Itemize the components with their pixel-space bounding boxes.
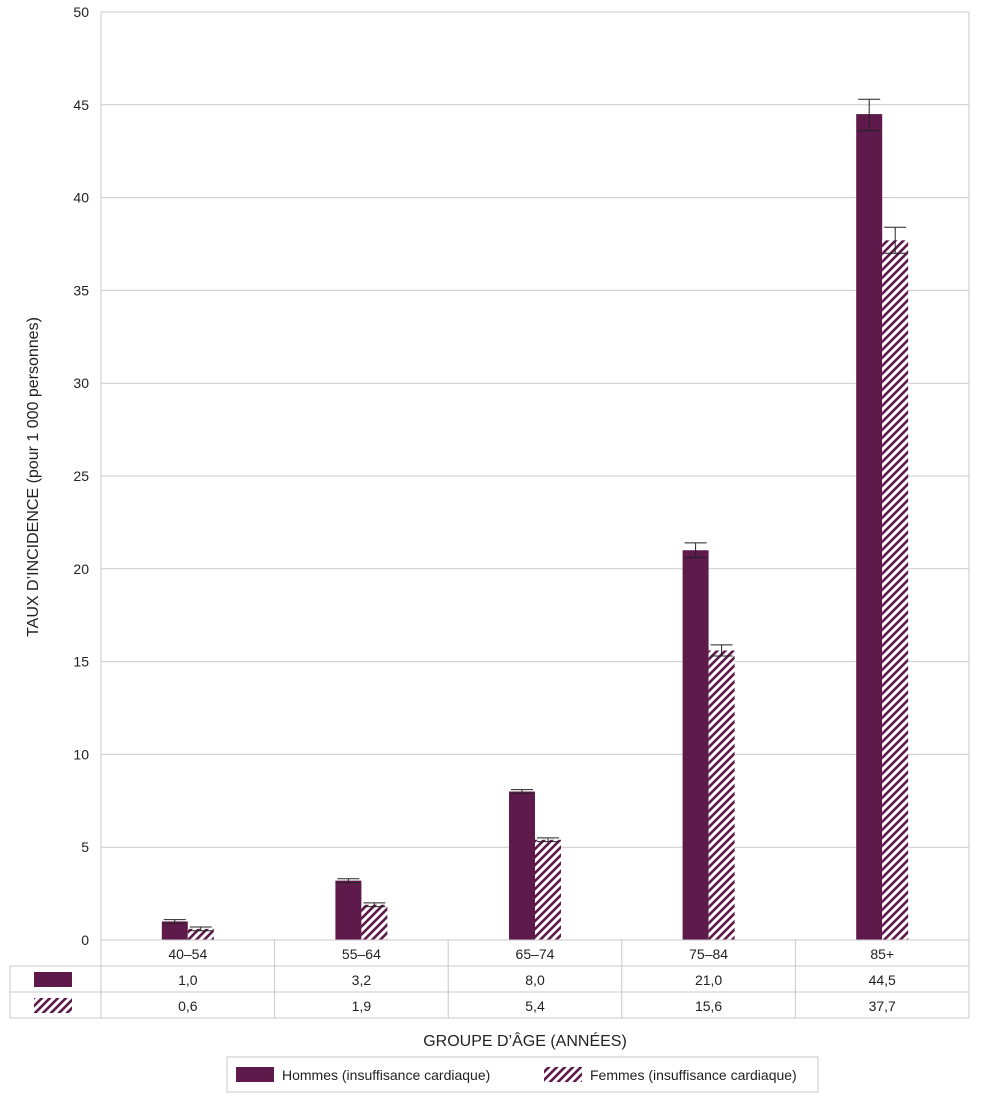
data-value-label: 0,6: [178, 998, 198, 1014]
y-tick-label: 25: [73, 468, 89, 484]
data-value-label: 5,4: [525, 998, 545, 1014]
legend-label-femmes: Femmes (insuffisance cardiaque): [590, 1067, 797, 1083]
bar-femmes: [535, 839, 561, 940]
x-axis-title: GROUPE D’ÂGE (ANNÉES): [423, 1031, 627, 1050]
y-tick-label: 30: [73, 375, 89, 391]
bar-hommes: [509, 791, 535, 940]
legend: Hommes (insuffisance cardiaque) Femmes (…: [226, 1056, 819, 1093]
x-category-label: 75–84: [689, 946, 728, 962]
x-category-label: 55–64: [342, 946, 381, 962]
bar-femmes: [882, 240, 909, 941]
y-tick-label: 15: [73, 654, 89, 670]
y-tick-label: 0: [81, 932, 89, 948]
legend-swatch-femmes: [544, 1067, 582, 1082]
x-category-label: 65–74: [516, 946, 555, 962]
y-tick-label: 45: [73, 97, 89, 113]
bar-hommes: [682, 550, 709, 940]
data-table: 40–54 55–64 65–74 75–84 85+ 1,0 3,2 8,0 21,0 44,5…: [9, 939, 970, 1019]
bar-hommes: [335, 880, 362, 940]
bar-femmes: [708, 650, 735, 940]
y-axis-title: TAUX D’INCIDENCE (pour 1 000 personnes): [25, 317, 42, 637]
table-swatch-femmes: [34, 998, 72, 1013]
data-value-label: 44,5: [869, 972, 896, 988]
data-value-label: 37,7: [869, 998, 896, 1014]
legend-swatch-hommes: [236, 1067, 274, 1082]
x-category-label: 85+: [870, 946, 894, 962]
y-tick-label: 5: [81, 839, 89, 855]
bar-femmes: [361, 904, 388, 940]
y-tick-label: 40: [73, 190, 89, 206]
legend-label-hommes: Hommes (insuffisance cardiaque): [282, 1067, 490, 1083]
y-tick-label: 35: [73, 282, 89, 298]
gridlines: [100, 11, 970, 941]
data-value-label: 1,0: [178, 972, 198, 988]
y-tick-label: 50: [73, 4, 89, 20]
table-swatch-hommes: [34, 972, 72, 987]
y-tick-label: 10: [73, 746, 89, 762]
bar-hommes: [856, 114, 883, 940]
y-tick-label: 20: [73, 561, 89, 577]
bar-femmes: [187, 928, 214, 940]
y-axis-ticks: 0 5 10 15 20 25 30 35 40 45 50: [73, 4, 89, 948]
x-category-label: 40–54: [168, 946, 207, 962]
bar-hommes: [161, 921, 188, 940]
data-value-label: 8,0: [525, 972, 545, 988]
data-value-label: 3,2: [352, 972, 372, 988]
data-value-label: 1,9: [352, 998, 372, 1014]
data-value-label: 21,0: [695, 972, 722, 988]
legend-box: [226, 1056, 819, 1093]
data-value-label: 15,6: [695, 998, 722, 1014]
bars: [161, 98, 909, 941]
